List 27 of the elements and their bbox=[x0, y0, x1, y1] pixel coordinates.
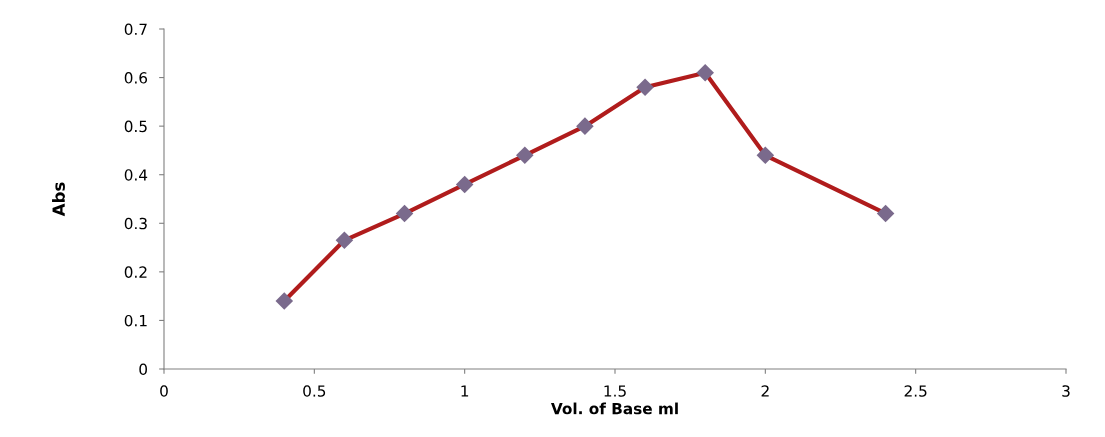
point bbox=[335, 231, 354, 250]
y-tick-label: 0.7 bbox=[124, 23, 147, 36]
x-tick-label: 0.5 bbox=[303, 385, 326, 397]
x-tick-label: 3 bbox=[1062, 385, 1070, 397]
x-tick-label: 0 bbox=[160, 385, 168, 397]
y-tick-label: 0.3 bbox=[124, 217, 147, 230]
point bbox=[455, 175, 474, 194]
y-axis-title: Abs bbox=[52, 182, 65, 217]
point bbox=[756, 146, 775, 165]
y-tick-label: 0.6 bbox=[124, 72, 148, 84]
point bbox=[516, 146, 534, 165]
x-tick-label: 1 bbox=[461, 385, 469, 397]
x-tick-label: 2.5 bbox=[904, 385, 927, 397]
y-tick-label: 0.5 bbox=[124, 120, 147, 133]
x-tick-label: 2 bbox=[761, 385, 769, 397]
point bbox=[876, 204, 895, 223]
x-tick-label: 1.5 bbox=[604, 385, 626, 397]
point bbox=[275, 292, 294, 310]
point bbox=[576, 117, 594, 135]
point bbox=[636, 78, 654, 97]
point bbox=[395, 204, 414, 223]
x-axis-title: Vol. of Base ml bbox=[550, 402, 678, 415]
y-tick-label: 0.2 bbox=[124, 266, 147, 278]
y-tick-label: 0.1 bbox=[124, 314, 147, 327]
y-tick-label: 0 bbox=[139, 363, 148, 376]
y-tick-label: 0.4 bbox=[124, 169, 148, 181]
point bbox=[696, 63, 714, 82]
